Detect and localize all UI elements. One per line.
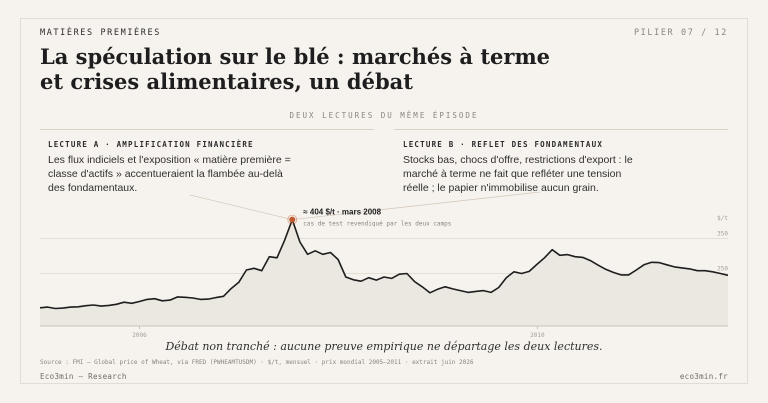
peak-halo (287, 214, 298, 225)
y-axis-unit-label: $/t (717, 215, 728, 222)
connector-b (292, 191, 541, 220)
source-note: Source : FMI — Global price of Wheat, vi… (40, 359, 474, 366)
y-tick-label: 350 (717, 231, 728, 238)
lecture-b-heading: LECTURE B · REFLET DES FONDAMENTAUX (403, 140, 604, 149)
y-tick-label: 250 (717, 266, 728, 273)
chart-caption: Débat non tranché : aucune preuve empiri… (165, 340, 603, 353)
price-line (39, 218, 729, 310)
x-tick-label: 2010 (530, 332, 545, 339)
kicker: MATIÈRES PREMIÈRES (40, 28, 161, 38)
footer-url: eco3min.fr (679, 372, 728, 381)
divider-left (40, 129, 374, 130)
footer-brand: Eco3min — Research (40, 372, 127, 381)
peak-label: ≈ 404 $/t · mars 2008 (303, 208, 381, 217)
card-frame (20, 18, 748, 384)
lecture-a-heading: LECTURE A · AMPLIFICATION FINANCIÈRE (48, 140, 254, 149)
lecture-a-text: Les flux indiciels et l'exposition « mat… (48, 154, 291, 194)
price-area (40, 219, 728, 326)
page-title: La spéculation sur le blé : marchés à te… (40, 44, 551, 94)
lecture-b-text: Stocks bas, chocs d'offre, restrictions … (403, 154, 633, 194)
peak-note: cas de test revendiqué par les deux camp… (303, 221, 451, 228)
divider-right (394, 129, 728, 130)
peak-marker (289, 216, 296, 223)
pillar-counter: PILIER 07 / 12 (633, 28, 728, 38)
section-subtitle: DEUX LECTURES DU MÊME ÉPISODE (289, 111, 479, 120)
connector-a (189, 194, 293, 220)
x-tick-label: 2006 (132, 332, 147, 339)
